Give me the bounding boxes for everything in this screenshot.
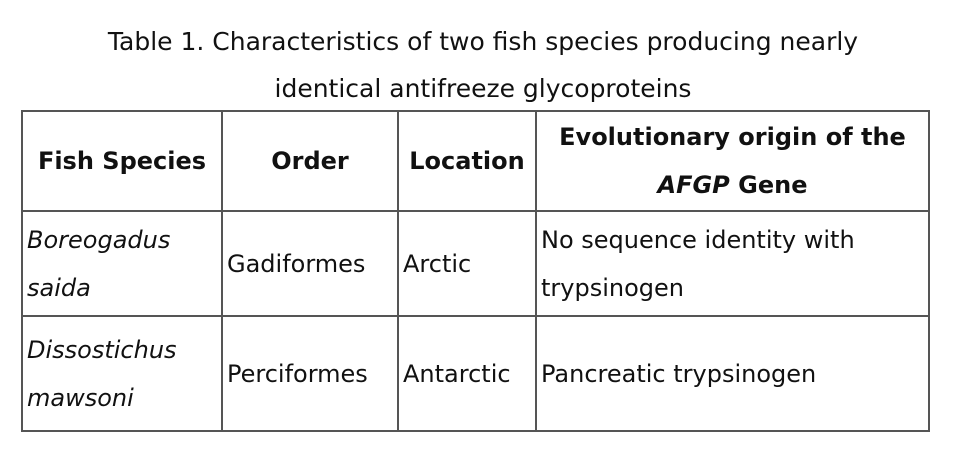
- header-origin-line1: Evolutionary origin of the: [559, 123, 906, 151]
- header-row: Fish Species Order Location Evolutionary…: [21, 110, 930, 212]
- order-cell: Gadiformes: [221, 210, 399, 317]
- table-caption: Table 1. Characteristics of two fish spe…: [0, 18, 966, 112]
- species-name: Boreogadus saida: [27, 225, 171, 302]
- origin-cell: Pancreatic trypsinogen: [535, 315, 930, 432]
- header-order: Order: [221, 110, 399, 212]
- origin-cell: No sequence identity with trypsinogen: [535, 210, 930, 317]
- species-cell: Boreogadus saida: [21, 210, 223, 317]
- header-fish-species: Fish Species: [21, 110, 223, 212]
- species-name: Dissostichus mawsoni: [27, 335, 177, 412]
- species-cell: Dissostichus mawsoni: [21, 315, 223, 432]
- location-cell: Arctic: [397, 210, 537, 317]
- order-cell: Perciformes: [221, 315, 399, 432]
- location-cell: Antarctic: [397, 315, 537, 432]
- header-gene-name: AFGP: [657, 171, 730, 199]
- caption-line-1: Table 1. Characteristics of two fish spe…: [107, 27, 859, 56]
- header-gene-suffix: Gene: [729, 171, 808, 199]
- fish-species-table: Fish Species Order Location Evolutionary…: [21, 110, 930, 432]
- caption-line-2: identical antifreeze glycoproteins: [274, 74, 692, 103]
- header-evolutionary-origin: Evolutionary origin of the AFGP Gene: [535, 110, 930, 212]
- table-row: Boreogadus saida Gadiformes Arctic No se…: [21, 210, 930, 317]
- table-row: Dissostichus mawsoni Perciformes Antarct…: [21, 315, 930, 432]
- header-location: Location: [397, 110, 537, 212]
